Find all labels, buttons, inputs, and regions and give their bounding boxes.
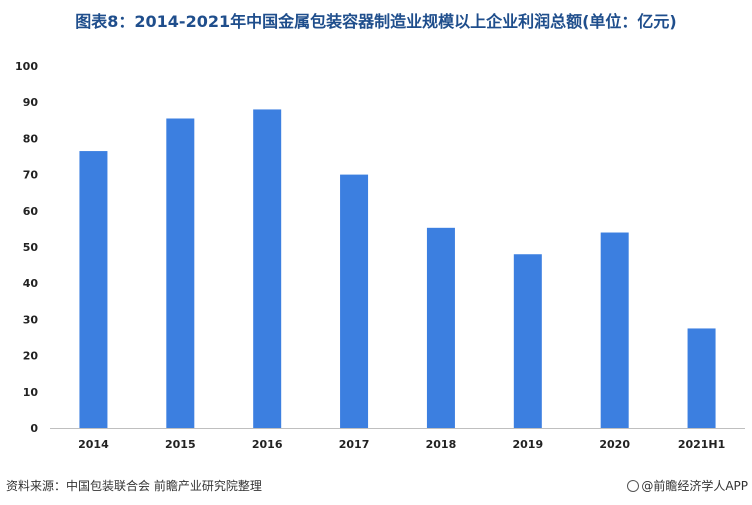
y-tick-label: 50	[23, 241, 39, 254]
x-tick-label: 2017	[339, 438, 370, 451]
y-tick-label: 10	[23, 386, 39, 399]
x-tick-label: 2014	[78, 438, 109, 451]
bar-2018	[426, 227, 455, 428]
bar-2015	[166, 118, 195, 429]
source-note: 资料来源：中国包装联合会 前瞻产业研究院整理	[6, 479, 262, 493]
x-tick-label: 2018	[426, 438, 457, 451]
credit-text: @前瞻经济学人APP	[641, 479, 748, 493]
y-tick-label: 80	[23, 132, 39, 145]
bar-2014	[79, 151, 108, 428]
x-tick-label: 2021H1	[678, 438, 725, 451]
x-tick-label: 2020	[599, 438, 630, 451]
x-tick-label: 2019	[513, 438, 544, 451]
x-tick-label: 2015	[165, 438, 196, 451]
x-tick-label: 2016	[252, 438, 283, 451]
y-tick-label: 70	[23, 169, 39, 182]
chart-title: 图表8：2014-2021年中国金属包装容器制造业规模以上企业利润总额(单位：亿…	[75, 12, 677, 31]
y-tick-label: 30	[23, 313, 39, 326]
bar-2019	[513, 254, 542, 428]
y-axis-ticks: 0 10 20 30 40 50 60 70 80 90 100	[15, 60, 38, 435]
bar-2021H1	[687, 328, 716, 428]
y-tick-label: 90	[23, 96, 39, 109]
bar-2017	[340, 174, 369, 428]
y-tick-label: 0	[30, 422, 38, 435]
y-tick-label: 20	[23, 350, 39, 363]
y-tick-label: 100	[15, 60, 38, 73]
credit-note: @前瞻经济学人APP	[627, 477, 748, 494]
bar-2020	[600, 232, 629, 428]
y-tick-label: 40	[23, 277, 39, 290]
bar-2016	[253, 109, 282, 428]
brand-icon	[627, 480, 640, 492]
x-axis-ticks: 2014 2015 2016 2017 2018 2019 2020 2021H1	[78, 438, 725, 451]
bars-group	[79, 109, 716, 429]
y-tick-label: 60	[23, 205, 39, 218]
